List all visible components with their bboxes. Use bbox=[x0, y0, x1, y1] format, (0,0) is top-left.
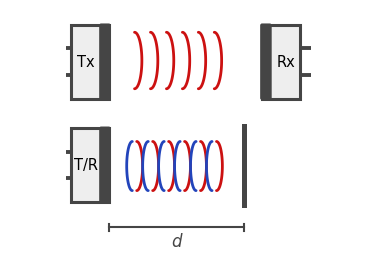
Bar bbox=[71, 129, 109, 202]
FancyBboxPatch shape bbox=[99, 24, 111, 101]
Text: Rx: Rx bbox=[276, 55, 295, 70]
Text: Tx: Tx bbox=[77, 55, 95, 70]
FancyBboxPatch shape bbox=[99, 127, 111, 203]
Bar bbox=[242, 125, 247, 208]
Text: T/R: T/R bbox=[74, 158, 98, 173]
Text: d: d bbox=[172, 232, 182, 250]
Bar bbox=[262, 26, 300, 99]
Bar bbox=[71, 26, 109, 99]
FancyBboxPatch shape bbox=[260, 24, 272, 101]
